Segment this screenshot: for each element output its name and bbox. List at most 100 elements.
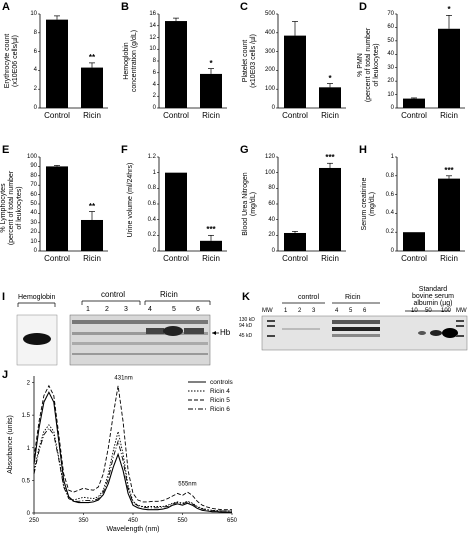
- series-line-ricin-6: [33, 427, 232, 512]
- category-label-ricin: Ricin: [440, 254, 458, 263]
- x-axis-label: Wavelength (nm): [106, 526, 159, 533]
- y-tick-label: 300: [264, 48, 275, 55]
- bar-ricin: [200, 240, 222, 251]
- y-tick-label: 500: [264, 11, 275, 17]
- y-tick-label: 100: [264, 86, 275, 93]
- panel-label-i: I: [2, 291, 6, 303]
- y-tick-label: 1.5: [22, 413, 31, 419]
- legend-entry: Ricin 6: [210, 406, 230, 413]
- bar-control: [284, 232, 306, 251]
- category-label-ricin: Ricin: [202, 111, 220, 120]
- y-tick-label: 90: [30, 163, 37, 170]
- bar-panel-b: B Hemoglobin concentration (g/dL) 0 2 4 6 8 10 1…: [119, 0, 237, 140]
- category-label-ricin: Ricin: [440, 111, 458, 120]
- y-axis-label: Absorbance (units): [7, 415, 14, 474]
- bar-panel-e: E% Lymphocytes (percent of total number …: [0, 143, 118, 283]
- bar-chart-svg: [38, 156, 108, 252]
- category-label-ricin: Ricin: [83, 254, 101, 263]
- gel-k-mw-marker: 94 kD: [239, 323, 253, 329]
- y-tick-label: 1: [27, 446, 31, 452]
- y-tick-label: 0: [390, 105, 394, 111]
- y-tick-label: 2: [152, 93, 156, 100]
- x-tick-label: 350: [78, 518, 89, 524]
- y-tick-label: 4: [33, 67, 37, 74]
- gel-i-lane-label: 4: [148, 306, 152, 313]
- significance-marker: **: [88, 52, 96, 62]
- gel-k-lane-label: 6: [363, 308, 367, 314]
- panel-label-k: K: [242, 291, 250, 303]
- bar-control: [403, 98, 425, 108]
- y-tick-label: 10: [149, 46, 156, 53]
- y-tick-label: 100: [264, 169, 275, 176]
- y-tick-label: 100: [26, 154, 37, 160]
- y-tick-label: 20: [268, 232, 275, 239]
- y-tick-label: 6: [33, 48, 37, 55]
- significance-marker: ***: [325, 153, 335, 163]
- bar-ricin: [319, 167, 341, 251]
- bar-control: [403, 232, 425, 251]
- bar-control: [165, 21, 187, 108]
- category-label-ricin: Ricin: [83, 111, 101, 120]
- x-tick-label: 550: [177, 518, 188, 524]
- bar-chart-svg: [157, 13, 227, 109]
- legend-entry: Ricin 5: [210, 397, 230, 404]
- category-label-control: Control: [44, 254, 70, 263]
- gel-k-mw-marker: 45 kD: [239, 333, 253, 339]
- significance-marker: *: [209, 58, 213, 68]
- gel-i-control-label: control: [101, 290, 126, 299]
- gel-i-lane-label: 2: [105, 306, 109, 313]
- bar-chart-svg: [276, 13, 346, 109]
- bar-panel-a: A Erythrocyte count (x10E06 cells/µl) 0 2 4 6…: [0, 0, 118, 140]
- gel-k-control-label: control: [298, 294, 320, 301]
- bar-panel-g: G Blood Urea Nitrogen (mg/dL) 0 20 40 60 80 100…: [238, 143, 356, 283]
- gel-k-lane-label: 2: [298, 308, 302, 314]
- annotation-555nm: 555nm: [178, 482, 196, 488]
- gel-k-image: [261, 302, 468, 351]
- category-label-control: Control: [163, 111, 189, 120]
- y-tick-label: 0.8: [147, 185, 156, 192]
- y-tick-label: 60: [387, 24, 394, 31]
- y-tick-label: 0: [271, 248, 275, 254]
- y-tick-label: 0.4: [385, 210, 394, 217]
- gel-i-lane-label: 6: [196, 306, 200, 313]
- y-tick-label: 2: [33, 86, 37, 93]
- gel-k-lane-label: 5: [349, 308, 353, 314]
- panel-label-f: F: [121, 144, 128, 156]
- series-line-controls: [33, 391, 232, 513]
- category-label-control: Control: [163, 254, 189, 263]
- bar-ricin: [319, 87, 341, 108]
- y-tick-label: 70: [387, 11, 394, 17]
- x-tick-label: 650: [227, 518, 238, 524]
- gel-k-lane-label: 3: [312, 308, 316, 314]
- category-label-ricin: Ricin: [321, 254, 339, 263]
- gel-i-hemoglobin-label: Hemoglobin: [18, 294, 56, 301]
- y-tick-label: 40: [268, 216, 275, 223]
- bar-chart-svg: [38, 13, 108, 109]
- panel-label-c: C: [240, 1, 248, 13]
- y-tick-label: 1.2: [147, 154, 156, 160]
- gel-i-lane-label: 3: [124, 306, 128, 313]
- category-label-ricin: Ricin: [321, 111, 339, 120]
- bar-chart-svg: [157, 156, 227, 252]
- bar-panel-h: H Serum creatinine (mg/dL) 0 0.2 0.4 0.6 0.8 1 C…: [357, 143, 475, 283]
- gel-i-lane-label: 1: [86, 306, 90, 313]
- category-label-control: Control: [44, 111, 70, 120]
- bar-ricin: [438, 28, 460, 108]
- gel-i-image: [16, 300, 219, 366]
- y-tick-label: 6: [152, 69, 156, 76]
- category-label-control: Control: [401, 254, 427, 263]
- gel-k-mw-marker: 130 kD: [239, 317, 255, 323]
- y-tick-label: 10: [387, 91, 394, 98]
- category-label-control: Control: [282, 111, 308, 120]
- y-axis-label: Erythrocyte count (x10E06 cells/µl): [4, 33, 19, 89]
- category-label-control: Control: [401, 111, 427, 120]
- spectrum-chart: 250 350 450 550 650 0 0.5 1 1.5 2 Wavelength (nm) A…: [7, 375, 238, 533]
- bar-panel-c: C Platelet count (x10E03 cells /µl) 0 100 20…: [238, 0, 356, 140]
- y-tick-label: 70: [30, 182, 37, 189]
- y-tick-label: 16: [149, 11, 156, 17]
- bar-ricin: [81, 219, 103, 251]
- y-axis-label: Serum creatinine (mg/dL): [361, 177, 376, 231]
- bar-ricin: [200, 73, 222, 108]
- panel-label-g: G: [240, 144, 249, 156]
- significance-marker: ***: [444, 165, 454, 175]
